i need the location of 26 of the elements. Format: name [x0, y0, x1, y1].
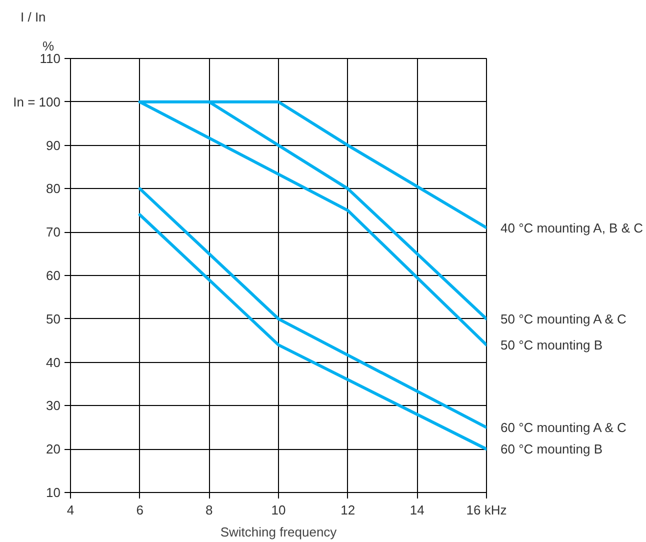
y-tick-label: 110	[40, 51, 61, 66]
x-axis-title: Switching frequency	[220, 524, 338, 540]
y-tick-label: 80	[46, 181, 61, 196]
text: %	[42, 38, 54, 54]
y-tick-label: 70	[46, 224, 61, 240]
y-tick-label: 10	[46, 485, 61, 500]
y-tick-label: 20	[46, 442, 61, 457]
y-tick-label: 30	[46, 398, 61, 414]
y-tick-label: In = 100	[13, 94, 61, 110]
series-label: 60 °C mounting B	[500, 442, 603, 457]
y-tick-label: 40	[46, 354, 61, 370]
x-tick-label: 14	[410, 502, 424, 518]
x-tick-label: 6	[136, 502, 144, 518]
y-tick-label: 60	[46, 268, 61, 283]
x-tick-label: 12	[340, 502, 356, 518]
x-tick-label: 4	[66, 502, 74, 518]
series-label: 50 °C mounting B	[500, 337, 603, 352]
x-tick-label: 10	[271, 502, 286, 518]
x-tick-label: 8	[206, 502, 213, 518]
series-label: 50 °C mounting A & C	[500, 311, 626, 326]
series-label: 40 °C mounting A, B & C	[500, 220, 643, 236]
y-tick-label: 50	[46, 311, 61, 326]
y-tick-label: 90	[46, 138, 61, 153]
y-axis-title: I / In	[20, 10, 46, 24]
series-label: 60 °C mounting A & C	[500, 420, 626, 435]
x-tick-label: 16 kHz	[466, 502, 507, 518]
